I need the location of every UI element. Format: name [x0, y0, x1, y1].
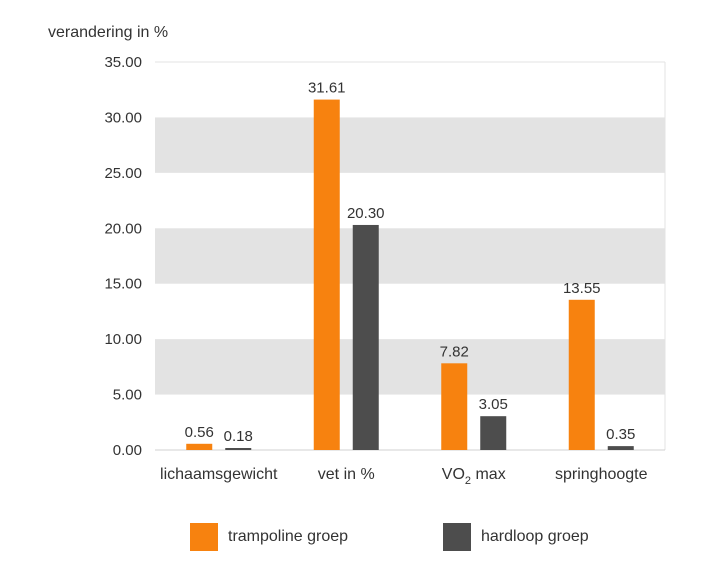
x-axis-categories: lichaamsgewicht vet in % VO2 max springhoog…	[160, 466, 648, 487]
y-tick-label: 5.00	[113, 387, 142, 404]
category-label: springhoogte	[555, 466, 648, 483]
y-axis-ticks: 0.00 5.00 10.00 15.00 20.00 25.00 30.00 35.00	[104, 54, 142, 459]
legend-item-trampoline: trampoline groep	[190, 523, 348, 551]
bar-trampoline	[568, 299, 595, 450]
legend-label-hardloop: hardloop groep	[481, 528, 589, 545]
bars	[186, 99, 634, 451]
category-label: VO2 max	[442, 466, 506, 487]
y-tick-label: 20.00	[104, 220, 142, 237]
legend-swatch-trampoline	[190, 523, 218, 551]
y-tick-label: 10.00	[104, 331, 142, 348]
value-label: 13.55	[563, 280, 601, 297]
bar-trampoline	[441, 363, 468, 450]
bar-trampoline	[313, 99, 340, 451]
value-label: 0.18	[224, 428, 253, 445]
category-label: lichaamsgewicht	[160, 466, 278, 483]
grid-band	[155, 117, 665, 173]
value-label: 0.35	[606, 426, 635, 443]
legend-label-trampoline: trampoline groep	[228, 528, 349, 545]
grid-band	[155, 228, 665, 284]
value-label: 31.61	[308, 80, 346, 97]
bar-hardloop	[225, 448, 252, 450]
y-tick-label: 25.00	[104, 165, 142, 182]
value-labels: 0.56 0.18 31.61 20.30 7.82 3.05 13.55 0.35	[185, 80, 636, 445]
value-label: 0.56	[185, 424, 214, 441]
value-label: 7.82	[440, 343, 469, 360]
value-label: 20.30	[347, 205, 385, 222]
y-tick-label: 0.00	[113, 442, 142, 459]
bar-hardloop	[480, 416, 507, 450]
legend-item-hardloop: hardloop groep	[443, 523, 589, 551]
category-label: vet in %	[318, 466, 375, 483]
value-label: 3.05	[479, 396, 508, 413]
legend-swatch-hardloop	[443, 523, 471, 551]
bar-hardloop	[352, 224, 379, 450]
bar-hardloop	[607, 446, 634, 450]
y-tick-label: 15.00	[104, 276, 142, 293]
y-axis-label: verandering in %	[48, 24, 168, 41]
bar-trampoline	[186, 443, 213, 450]
y-tick-label: 35.00	[104, 54, 142, 71]
y-tick-label: 30.00	[104, 109, 142, 126]
